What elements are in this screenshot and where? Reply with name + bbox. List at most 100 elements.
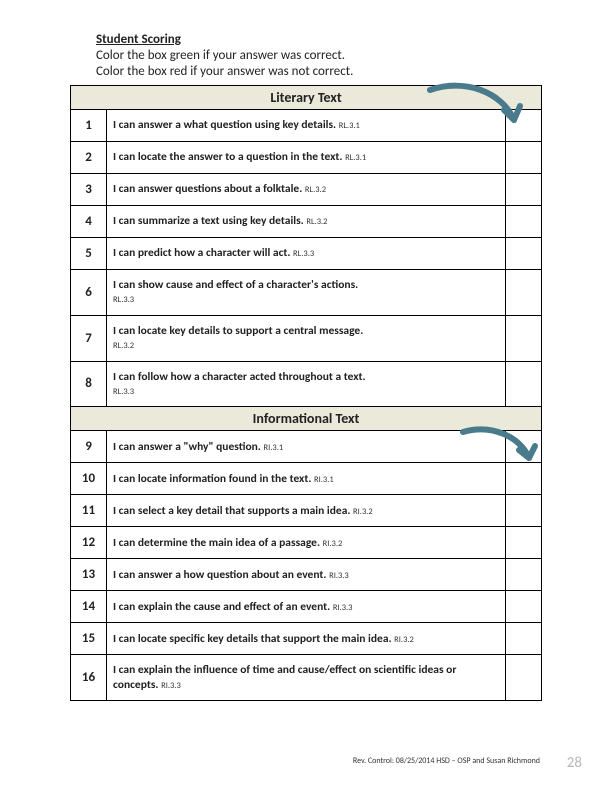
row-description: I can locate key details to support a ce… (107, 315, 506, 361)
row-standard: RL.3.3 (113, 387, 134, 397)
row-standard: RI.3.3 (329, 571, 349, 581)
table-row: 7 I can locate key details to support a c… (71, 315, 542, 361)
section-title: Informational Text (71, 407, 542, 431)
section-header: Literary Text (71, 86, 542, 110)
row-text: I can locate the answer to a question in… (113, 150, 345, 164)
score-box[interactable] (505, 238, 541, 270)
row-number: 9 (71, 431, 107, 463)
score-box[interactable] (505, 431, 541, 463)
instruction-correct: Color the box green if your answer was c… (96, 48, 542, 63)
row-number: 1 (71, 110, 107, 142)
table-row: 6 I can show cause and effect of a charac… (71, 270, 542, 316)
row-standard: RI.3.1 (263, 443, 283, 453)
row-text: I can select a key detail that supports … (113, 504, 353, 518)
row-number: 6 (71, 270, 107, 316)
row-description: I can predict how a character will act. … (107, 238, 506, 270)
row-text: I can predict how a character will act. (113, 246, 293, 260)
row-standard: RI.3.2 (353, 507, 373, 517)
score-box[interactable] (505, 270, 541, 316)
table-row: 9I can answer a "why" question. RI.3.1 (71, 431, 542, 463)
row-number: 5 (71, 238, 107, 270)
row-number: 7 (71, 315, 107, 361)
row-number: 14 (71, 591, 107, 623)
row-number: 8 (71, 361, 107, 407)
scoring-table: Literary Text1 I can answer a what questi… (70, 85, 542, 701)
row-text: I can answer questions about a folktale. (113, 182, 305, 196)
score-box[interactable] (505, 110, 541, 142)
row-number: 15 (71, 623, 107, 655)
row-text: I can summarize a text using key details… (113, 214, 306, 228)
row-number: 12 (71, 527, 107, 559)
row-description: I can locate the answer to a question in… (107, 142, 506, 174)
row-text: I can determine the main idea of a passa… (113, 536, 323, 550)
row-number: 2 (71, 142, 107, 174)
score-box[interactable] (505, 315, 541, 361)
row-standard: RI.3.2 (394, 635, 414, 645)
row-text: I can explain the cause and effect of an… (113, 600, 333, 614)
score-box[interactable] (505, 655, 541, 701)
table-row: 16I can explain the influence of time an… (71, 655, 542, 701)
score-box[interactable] (505, 206, 541, 238)
row-text: I can locate information found in the te… (113, 472, 314, 486)
row-standard: RI.3.3 (161, 681, 181, 691)
table-row: 3I can answer questions about a folktale… (71, 174, 542, 206)
row-standard: RL.3.3 (113, 295, 134, 305)
table-row: 2 I can locate the answer to a question i… (71, 142, 542, 174)
header-block: Student Scoring Color the box green if y… (70, 32, 542, 79)
score-box[interactable] (505, 174, 541, 206)
row-description: I can summarize a text using key details… (107, 206, 506, 238)
row-number: 16 (71, 655, 107, 701)
score-box[interactable] (505, 623, 541, 655)
table-row: 15I can locate specific key details that… (71, 623, 542, 655)
table-row: 14 I can explain the cause and effect of … (71, 591, 542, 623)
instruction-incorrect: Color the box red if your answer was not… (96, 64, 542, 79)
row-description: I can answer a how question about an eve… (107, 559, 506, 591)
page-title: Student Scoring (96, 32, 542, 47)
row-standard: RL.3.2 (306, 217, 327, 227)
score-box[interactable] (505, 527, 541, 559)
score-box[interactable] (505, 463, 541, 495)
row-text: I can answer a what question using key d… (113, 118, 339, 132)
row-text: I can answer a "why" question. (113, 440, 263, 454)
row-standard: RL.3.1 (345, 153, 366, 163)
score-box[interactable] (505, 559, 541, 591)
row-number: 13 (71, 559, 107, 591)
section-header: Informational Text (71, 407, 542, 431)
table-row: 1 I can answer a what question using key … (71, 110, 542, 142)
table-row: 11 I can select a key detail that support… (71, 495, 542, 527)
row-text: I can follow how a character acted throu… (113, 370, 366, 384)
table-row: 4I can summarize a text using key detail… (71, 206, 542, 238)
row-number: 3 (71, 174, 107, 206)
row-number: 10 (71, 463, 107, 495)
row-text: I can show cause and effect of a charact… (113, 278, 358, 292)
row-description: I can locate specific key details that s… (107, 623, 506, 655)
table-row: 8 I can follow how a character acted thro… (71, 361, 542, 407)
row-standard: RI.3.3 (333, 603, 353, 613)
row-text: I can locate key details to support a ce… (113, 324, 363, 338)
row-number: 11 (71, 495, 107, 527)
row-description: I can explain the cause and effect of an… (107, 591, 506, 623)
row-text: I can answer a how question about an eve… (113, 568, 329, 582)
row-standard: RL.3.3 (293, 249, 314, 259)
row-standard: RL.3.2 (305, 185, 326, 195)
row-standard: RI.3.1 (314, 475, 334, 485)
score-box[interactable] (505, 361, 541, 407)
score-box[interactable] (505, 142, 541, 174)
row-description: I can select a key detail that supports … (107, 495, 506, 527)
row-standard: RL.3.1 (339, 121, 360, 131)
row-description: I can explain the influence of time and … (107, 655, 506, 701)
table-row: 12 I can determine the main idea of a pas… (71, 527, 542, 559)
row-standard: RI.3.2 (323, 539, 343, 549)
row-description: I can answer a what question using key d… (107, 110, 506, 142)
row-description: I can answer a "why" question. RI.3.1 (107, 431, 506, 463)
row-standard: RL.3.2 (113, 341, 134, 351)
row-description: I can follow how a character acted throu… (107, 361, 506, 407)
score-box[interactable] (505, 495, 541, 527)
row-description: I can answer questions about a folktale.… (107, 174, 506, 206)
table-row: 13 I can answer a how question about an e… (71, 559, 542, 591)
row-description: I can show cause and effect of a charact… (107, 270, 506, 316)
page-number: 28 (567, 754, 582, 772)
score-box[interactable] (505, 591, 541, 623)
row-description: I can determine the main idea of a passa… (107, 527, 506, 559)
table-row: 5I can predict how a character will act.… (71, 238, 542, 270)
